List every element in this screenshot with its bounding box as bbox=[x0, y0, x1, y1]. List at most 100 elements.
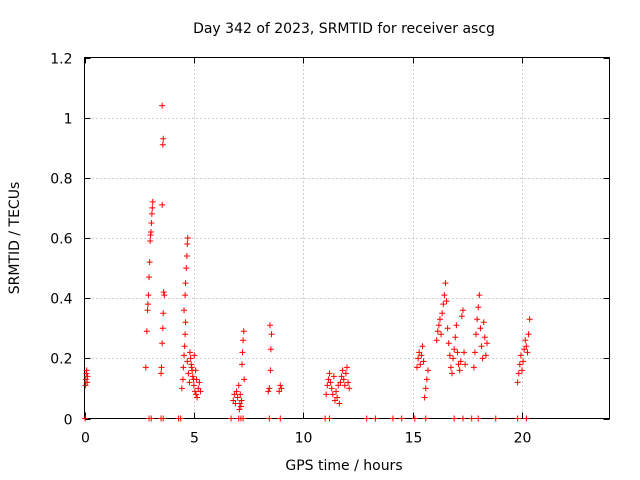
data-point bbox=[471, 349, 478, 356]
tick-layer: 0 5 10 15 20 0 0.2 0.4 0.6 0.8 1 1.2 bbox=[50, 52, 610, 447]
data-point bbox=[335, 382, 342, 389]
data-point bbox=[423, 376, 430, 383]
data-point bbox=[144, 301, 151, 308]
data-point bbox=[424, 367, 431, 374]
data-point bbox=[453, 322, 460, 329]
data-point bbox=[462, 361, 469, 368]
data-point bbox=[474, 316, 481, 323]
data-point bbox=[267, 367, 274, 374]
data-point bbox=[326, 415, 333, 422]
data-point bbox=[445, 340, 452, 347]
data-point bbox=[327, 379, 334, 386]
data-point bbox=[479, 355, 486, 362]
data-point bbox=[439, 310, 446, 317]
data-point bbox=[266, 385, 273, 392]
data-point bbox=[323, 391, 330, 398]
data-point bbox=[193, 376, 200, 383]
data-point bbox=[146, 259, 153, 266]
data-point bbox=[144, 307, 151, 314]
data-point bbox=[436, 316, 443, 323]
data-point bbox=[185, 370, 192, 377]
data-point bbox=[230, 397, 237, 404]
data-point bbox=[235, 382, 242, 389]
data-point bbox=[481, 334, 488, 341]
data-point bbox=[159, 102, 166, 109]
data-point bbox=[446, 352, 453, 359]
data-point bbox=[159, 141, 166, 148]
data-point bbox=[276, 388, 283, 395]
data-point bbox=[267, 322, 273, 329]
data-point bbox=[340, 376, 347, 383]
data-point bbox=[228, 415, 235, 422]
data-point bbox=[82, 415, 89, 422]
data-point bbox=[329, 391, 336, 398]
data-point bbox=[196, 379, 203, 386]
y-tick-label: 0.8 bbox=[50, 172, 72, 188]
data-point bbox=[440, 301, 447, 308]
data-point bbox=[524, 349, 531, 356]
data-point bbox=[476, 292, 483, 299]
data-point bbox=[277, 415, 284, 422]
data-point bbox=[514, 415, 521, 422]
data-point bbox=[190, 382, 197, 389]
data-point bbox=[182, 292, 189, 299]
data-point bbox=[236, 406, 243, 413]
data-point bbox=[449, 370, 455, 377]
data-point bbox=[234, 394, 241, 401]
data-point bbox=[416, 349, 423, 356]
data-point bbox=[240, 337, 247, 344]
data-point bbox=[148, 415, 155, 422]
data-point bbox=[389, 415, 396, 422]
data-point bbox=[191, 388, 198, 395]
data-point bbox=[84, 379, 91, 386]
data-point bbox=[363, 415, 370, 422]
data-point bbox=[235, 415, 242, 422]
data-point bbox=[158, 364, 165, 371]
data-point bbox=[188, 361, 195, 368]
data-point bbox=[237, 391, 244, 398]
data-point bbox=[183, 265, 190, 272]
data-point bbox=[160, 310, 167, 317]
data-point bbox=[447, 364, 454, 371]
data-point bbox=[186, 379, 193, 386]
data-point bbox=[278, 385, 285, 392]
data-point bbox=[182, 319, 189, 326]
grid-layer bbox=[84, 57, 610, 419]
y-tick-label: 0 bbox=[64, 413, 73, 429]
data-point bbox=[456, 367, 463, 374]
data-point bbox=[159, 201, 166, 208]
data-point bbox=[419, 343, 426, 350]
data-point bbox=[160, 415, 167, 422]
data-point bbox=[334, 394, 341, 401]
data-point bbox=[434, 328, 441, 335]
data-point bbox=[82, 382, 89, 389]
data-point bbox=[184, 235, 191, 241]
data-point bbox=[525, 331, 532, 338]
data-point bbox=[148, 219, 155, 226]
data-point bbox=[515, 370, 522, 377]
data-point bbox=[438, 331, 445, 338]
data-point bbox=[339, 367, 346, 374]
data-point bbox=[193, 391, 200, 398]
data-point bbox=[422, 415, 429, 422]
data-point bbox=[147, 238, 154, 245]
data-point bbox=[454, 349, 461, 356]
data-point bbox=[433, 337, 440, 344]
data-point bbox=[442, 280, 449, 287]
data-point bbox=[346, 385, 353, 392]
data-point bbox=[160, 135, 167, 142]
data-point bbox=[461, 349, 468, 356]
y-tick-label: 0.4 bbox=[50, 292, 72, 308]
data-point bbox=[417, 361, 424, 368]
data-point bbox=[444, 325, 451, 332]
data-point bbox=[484, 340, 490, 347]
data-point bbox=[492, 415, 499, 422]
data-point bbox=[149, 204, 156, 211]
data-point bbox=[331, 397, 338, 404]
data-point bbox=[239, 361, 245, 368]
data-point bbox=[180, 364, 187, 371]
data-point bbox=[324, 382, 331, 389]
data-point bbox=[372, 415, 379, 422]
